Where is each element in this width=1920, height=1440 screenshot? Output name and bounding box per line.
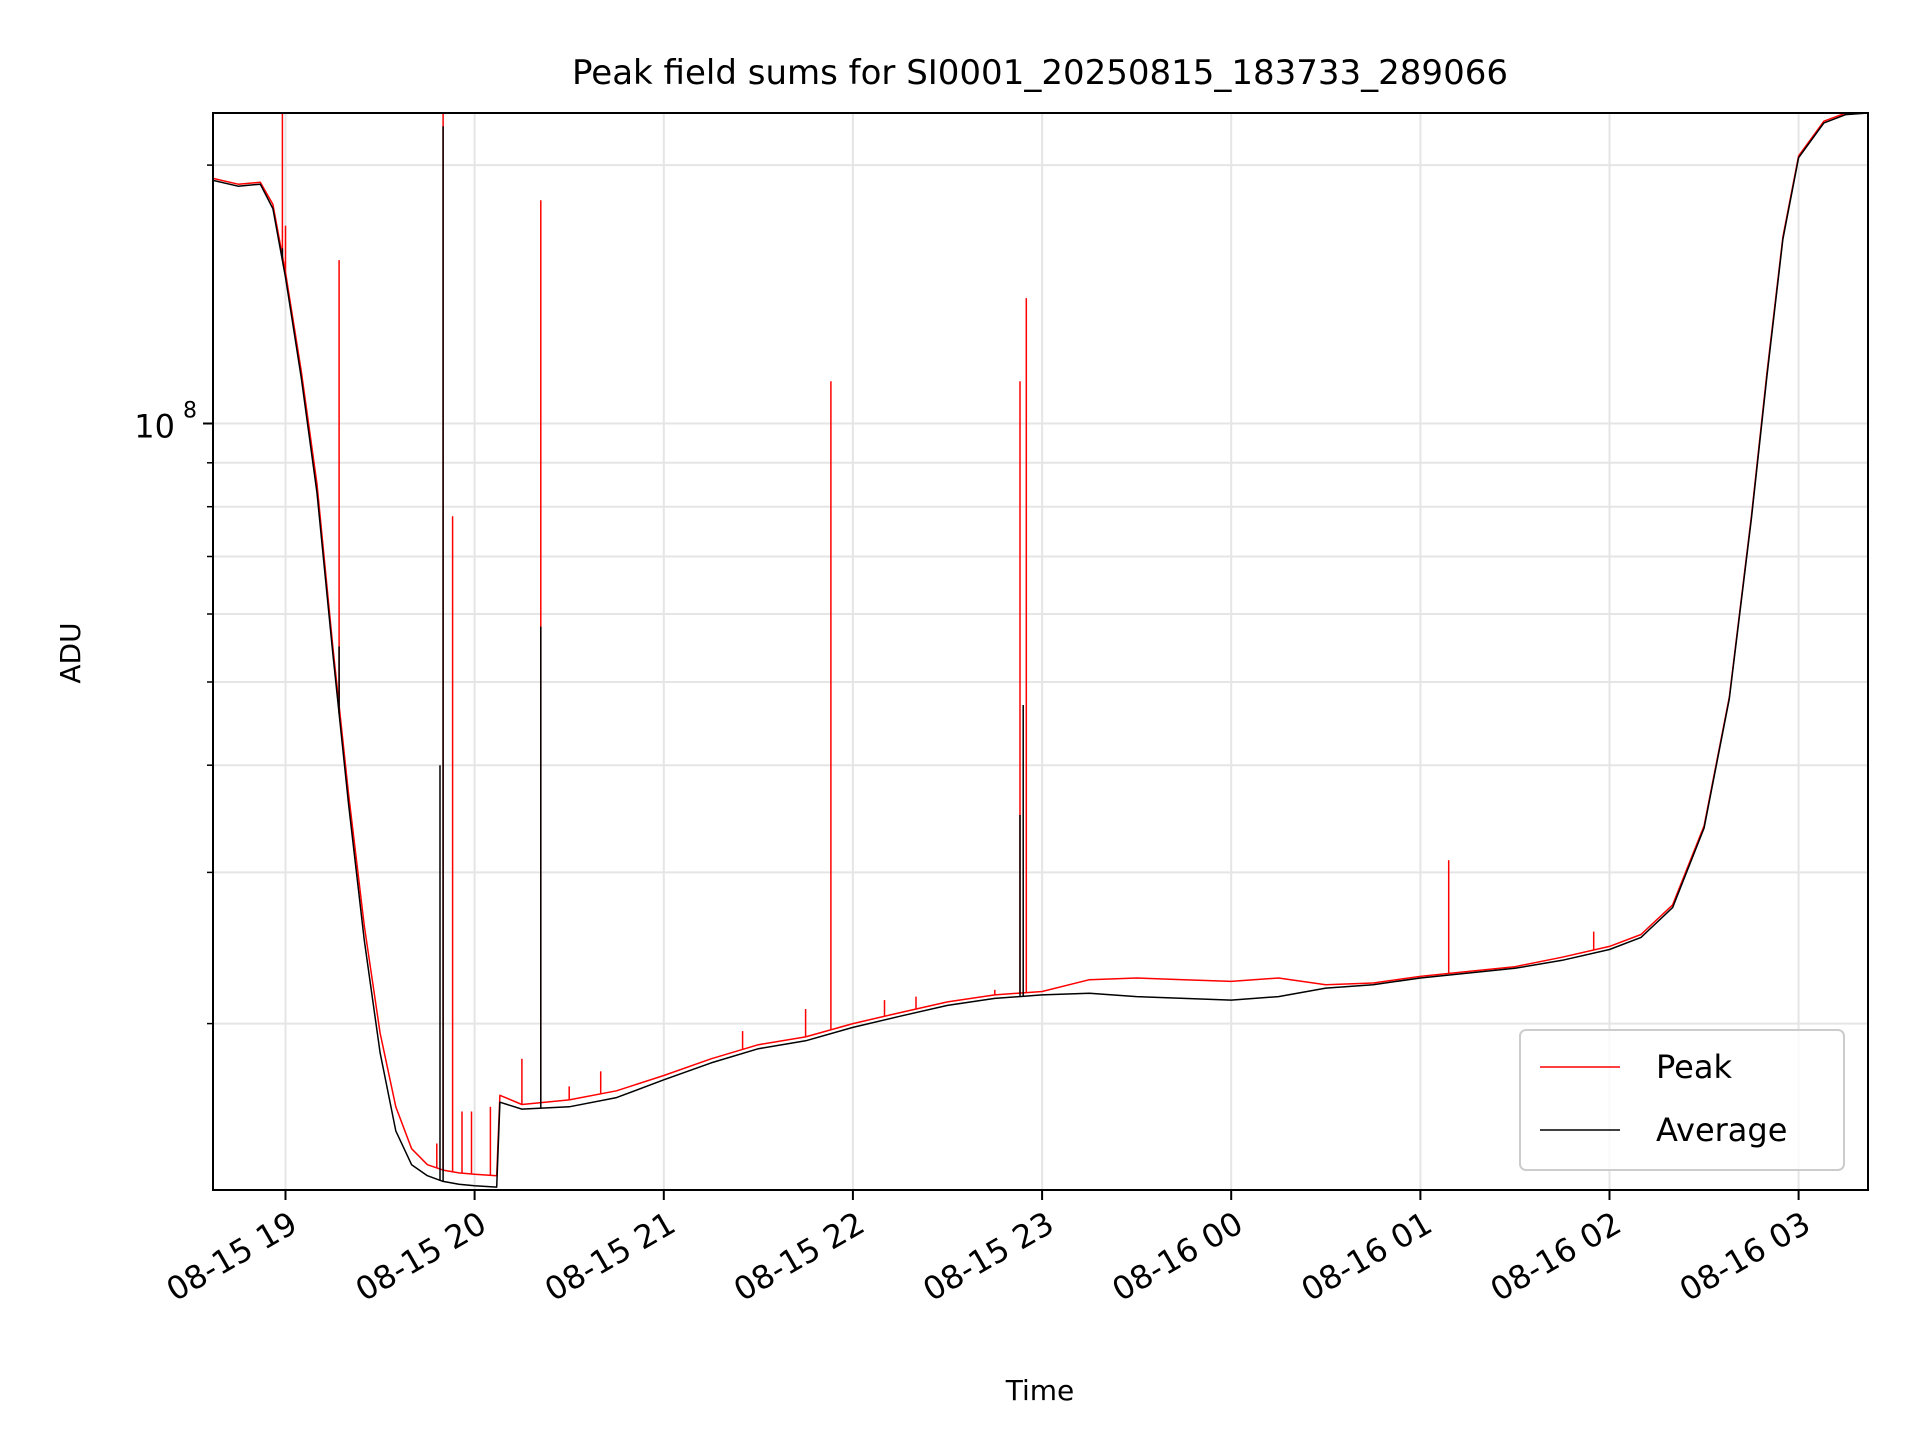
grid	[213, 113, 1868, 1190]
series-line-peak	[213, 113, 1857, 1177]
chart-title: Peak field sums for SI0001_20250815_1837…	[572, 53, 1508, 93]
y-axis-label: ADU	[54, 622, 87, 683]
y-axis: 10 8	[134, 164, 213, 1025]
plot-frame	[212, 112, 1869, 1191]
series-layer	[213, 113, 1868, 1188]
series-line-average	[213, 113, 1868, 1188]
legend: Peak Average	[1519, 1029, 1845, 1171]
plot-area	[213, 113, 1868, 1188]
y-tick-label: 10	[134, 408, 175, 446]
legend-label-peak: Peak	[1656, 1048, 1732, 1086]
legend-label-average: Average	[1656, 1111, 1787, 1149]
legend-box	[1519, 1029, 1845, 1171]
x-axis-label: Time	[1005, 1374, 1075, 1407]
y-tick-label-exponent: 8	[183, 399, 197, 424]
